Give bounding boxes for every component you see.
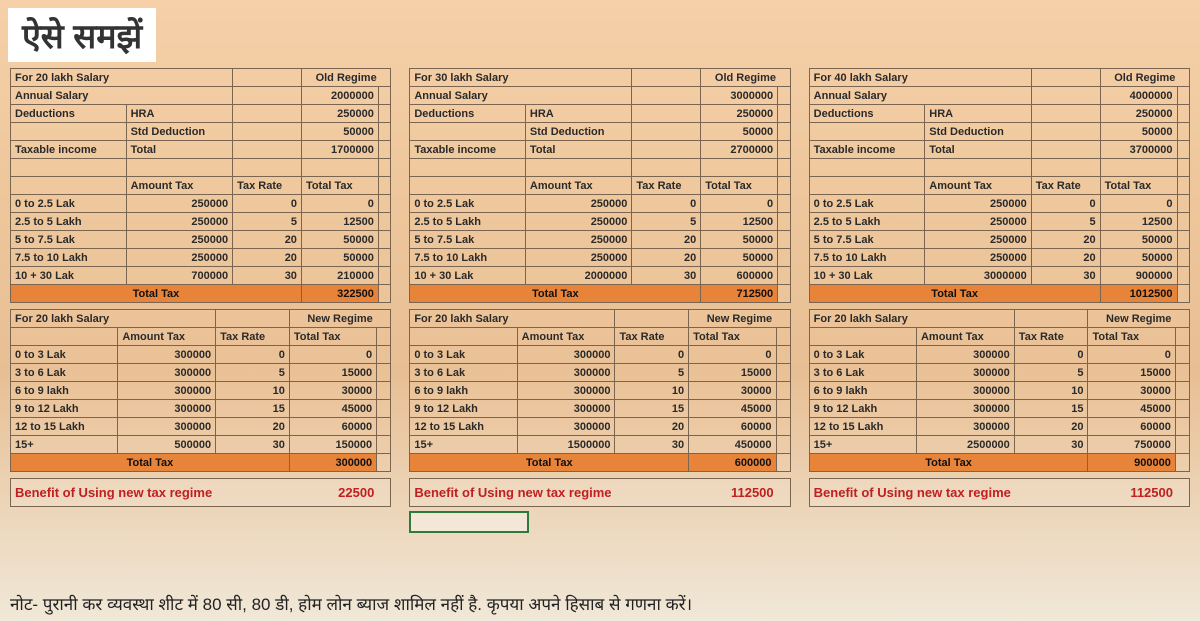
table-row: 5 to 7.5 Lak2500002050000	[11, 231, 391, 249]
table-row: 3 to 6 Lak300000515000	[410, 364, 790, 382]
column-1: For 30 lakh SalaryOld RegimeAnnual Salar…	[409, 68, 790, 533]
table-row: 0 to 2.5 Lak25000000	[809, 195, 1189, 213]
tables-grid: For 20 lakh SalaryOld RegimeAnnual Salar…	[0, 68, 1200, 533]
old-regime-table: For 20 lakh SalaryOld RegimeAnnual Salar…	[10, 68, 391, 303]
benefit-row: Benefit of Using new tax regime22500	[10, 478, 391, 507]
table-row: 15+50000030150000	[11, 436, 391, 454]
column-0: For 20 lakh SalaryOld RegimeAnnual Salar…	[10, 68, 391, 533]
table-row: 9 to 12 Lakh3000001545000	[410, 400, 790, 418]
old-regime-table: For 30 lakh SalaryOld RegimeAnnual Salar…	[409, 68, 790, 303]
new-regime-table: For 20 lakh SalaryNew RegimeAmount TaxTa…	[10, 309, 391, 472]
benefit-row: Benefit of Using new tax regime112500	[809, 478, 1190, 507]
table-row: 12 to 15 Lakh3000002060000	[11, 418, 391, 436]
table-row: 6 to 9 lakh3000001030000	[809, 382, 1189, 400]
table-row: 9 to 12 Lakh3000001545000	[809, 400, 1189, 418]
table-row: 0 to 3 Lak30000000	[410, 346, 790, 364]
new-regime-table: For 20 lakh SalaryNew RegimeAmount TaxTa…	[409, 309, 790, 472]
active-cell-cursor[interactable]	[409, 511, 529, 533]
table-row: 6 to 9 lakh3000001030000	[410, 382, 790, 400]
table-row: 12 to 15 Lakh3000002060000	[410, 418, 790, 436]
table-row: 7.5 to 10 Lakh2500002050000	[11, 249, 391, 267]
table-row: 2.5 to 5 Lakh250000512500	[11, 213, 391, 231]
table-row: 0 to 2.5 Lak25000000	[11, 195, 391, 213]
table-row: 5 to 7.5 Lak2500002050000	[410, 231, 790, 249]
old-regime-table: For 40 lakh SalaryOld RegimeAnnual Salar…	[809, 68, 1190, 303]
footnote: नोट- पुरानी कर व्यवस्था शीट में 80 सी, 8…	[10, 592, 1190, 615]
table-row: 6 to 9 lakh3000001030000	[11, 382, 391, 400]
table-row: 0 to 2.5 Lak25000000	[410, 195, 790, 213]
table-row: 2.5 to 5 Lakh250000512500	[410, 213, 790, 231]
table-row: 0 to 3 Lak30000000	[809, 346, 1189, 364]
table-row: 3 to 6 Lak300000515000	[11, 364, 391, 382]
table-row: 15+150000030450000	[410, 436, 790, 454]
benefit-row: Benefit of Using new tax regime112500	[409, 478, 790, 507]
table-row: 10 + 30 Lak300000030900000	[809, 267, 1189, 285]
heading-banner: ऐसे समझें	[8, 8, 156, 62]
table-row: 2.5 to 5 Lakh250000512500	[809, 213, 1189, 231]
table-row: 0 to 3 Lak30000000	[11, 346, 391, 364]
table-row: 15+250000030750000	[809, 436, 1189, 454]
table-row: 3 to 6 Lak300000515000	[809, 364, 1189, 382]
table-row: 10 + 30 Lak70000030210000	[11, 267, 391, 285]
table-row: 10 + 30 Lak200000030600000	[410, 267, 790, 285]
table-row: 7.5 to 10 Lakh2500002050000	[809, 249, 1189, 267]
column-2: For 40 lakh SalaryOld RegimeAnnual Salar…	[809, 68, 1190, 533]
table-row: 5 to 7.5 Lak2500002050000	[809, 231, 1189, 249]
table-row: 12 to 15 Lakh3000002060000	[809, 418, 1189, 436]
table-row: 9 to 12 Lakh3000001545000	[11, 400, 391, 418]
page-title: ऐसे समझें	[22, 12, 142, 58]
new-regime-table: For 20 lakh SalaryNew RegimeAmount TaxTa…	[809, 309, 1190, 472]
table-row: 7.5 to 10 Lakh2500002050000	[410, 249, 790, 267]
